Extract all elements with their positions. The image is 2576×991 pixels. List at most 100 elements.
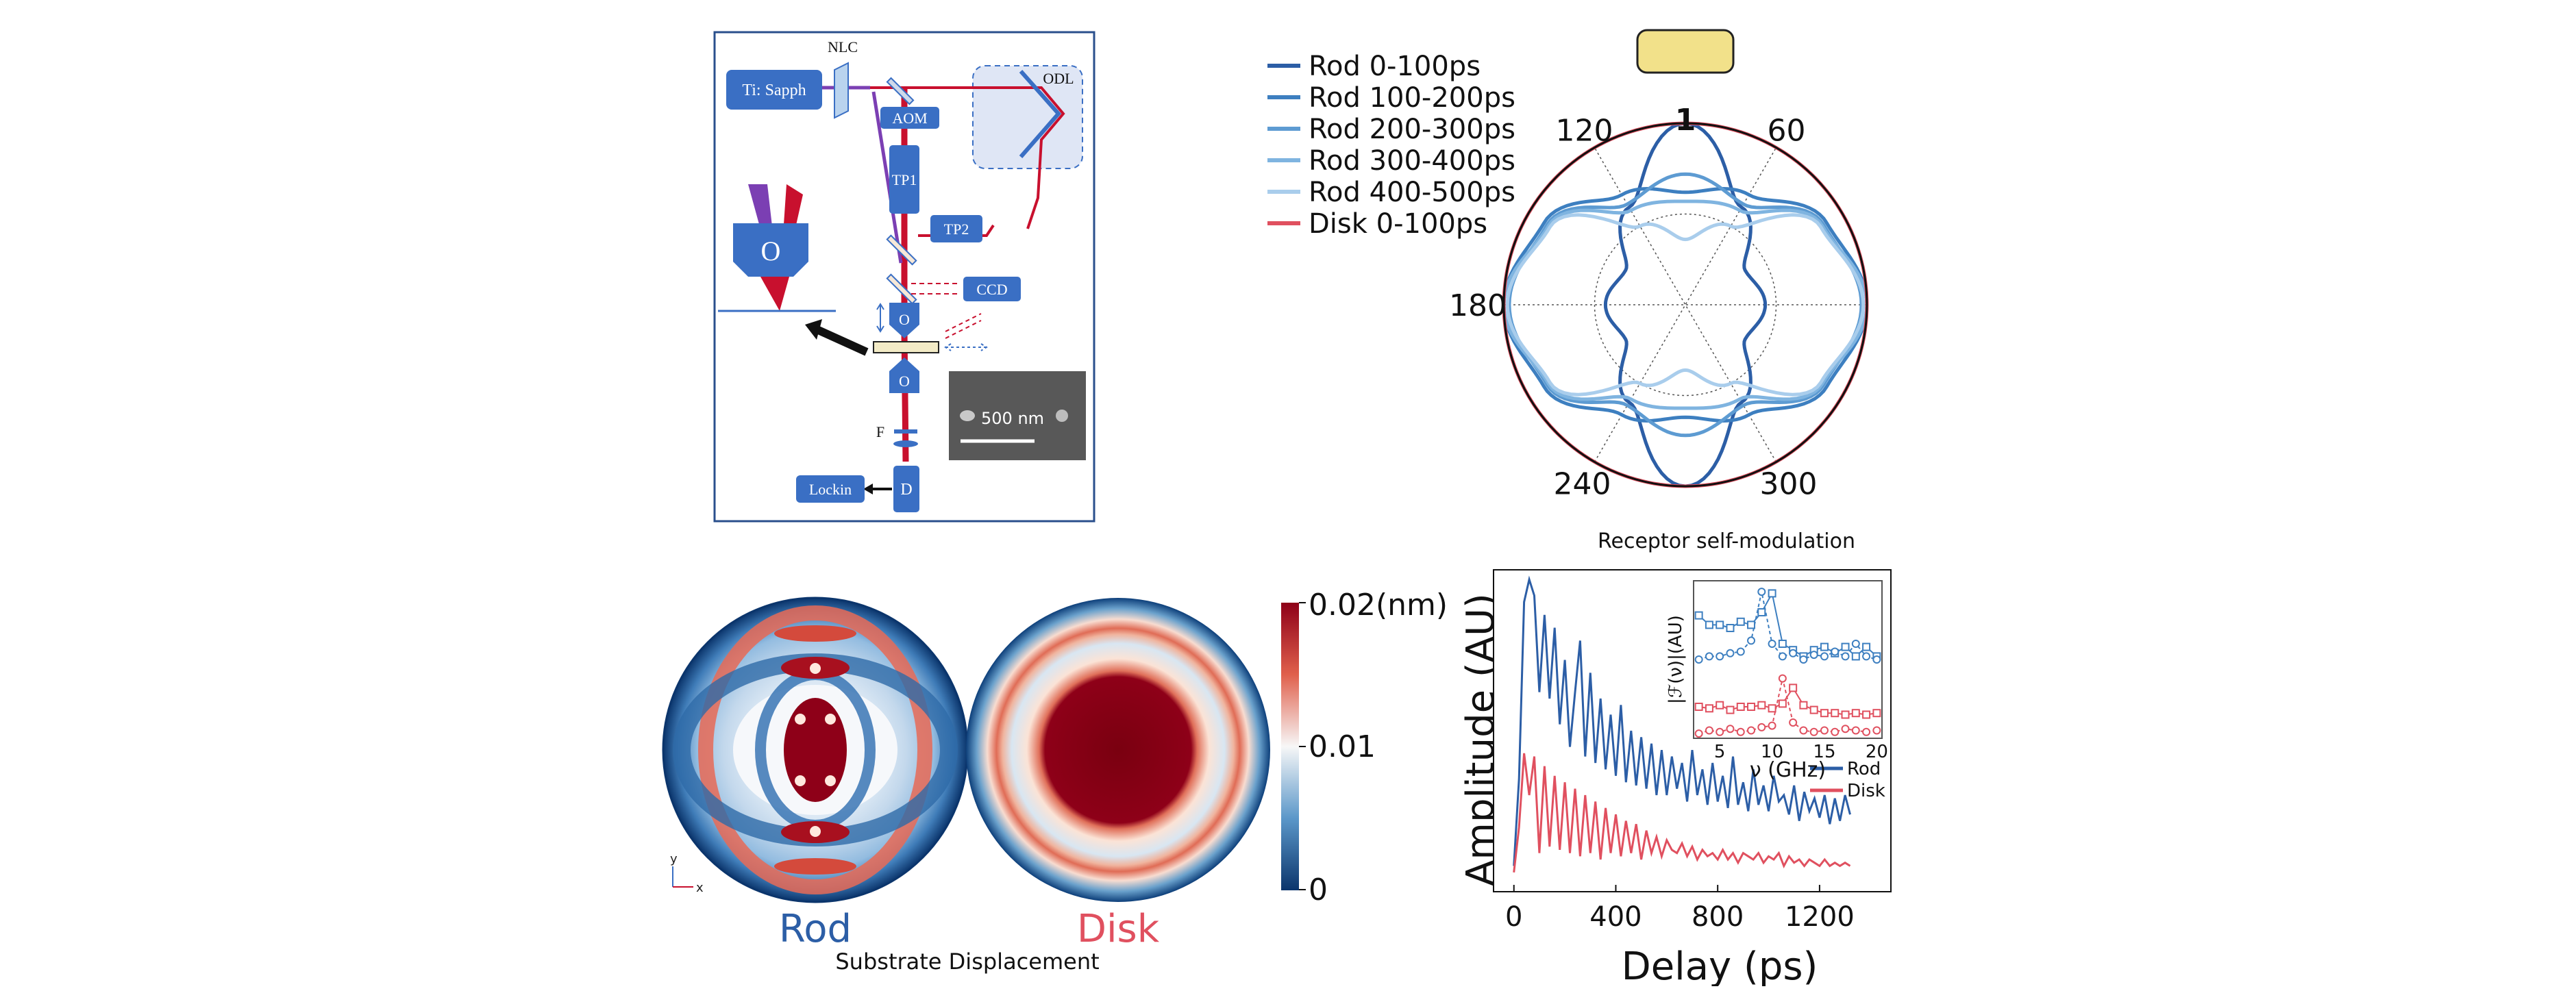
inset-point-disk-dashed-8: [1778, 674, 1787, 683]
inset-point-disk-solid-5: [1747, 703, 1756, 711]
inset-point-rod-dashed-2: [1716, 652, 1724, 661]
reflection-arrows: [945, 313, 982, 339]
setup-diagram: Ti: Sapph NLC AOM ODL TP1 TP2 CCD O O F …: [713, 31, 1095, 523]
filter: [894, 429, 917, 434]
inset-point-rod-solid-5: [1747, 620, 1756, 629]
lens: [893, 440, 918, 447]
polar-series-rod-0-100ps: [1603, 121, 1768, 488]
polar-angle-tick-120: 120: [1556, 114, 1613, 149]
inset-point-disk-solid-11: [1809, 705, 1818, 714]
axis-y-label: y: [670, 852, 678, 866]
polar-angle-tick-180: 180: [1449, 288, 1507, 323]
polar-angle-tick-240: 240: [1554, 467, 1611, 502]
rod-map: [663, 598, 967, 902]
xy-stage-arrow: [944, 343, 988, 351]
trace-series-rod: [1513, 575, 1851, 866]
inset-point-disk-solid-2: [1716, 701, 1724, 710]
nlc-label: NLC: [828, 38, 858, 55]
polar-grid-ring: [1594, 213, 1777, 397]
objective-lower-label: O: [899, 373, 910, 390]
inset-frame: [1693, 580, 1883, 739]
polar-top-badge: [1636, 29, 1735, 74]
colorbar: [1281, 603, 1299, 890]
inset-xtick-5: 5: [1714, 742, 1726, 762]
inset-xtick-10: 10: [1761, 742, 1783, 762]
legend-label-rod-100-200ps: Rod 100-200ps: [1309, 82, 1515, 114]
polar-series-rod-200-300ps: [1507, 172, 1863, 438]
trace-xtick-800: 800: [1692, 901, 1744, 933]
inset-point-rod-dashed-14: [1841, 652, 1850, 661]
inset-point-disk-dashed-5: [1747, 726, 1756, 735]
legend-label-disk-0-100ps: Disk 0-100ps: [1309, 208, 1487, 240]
colorbar-max: 0.02(nm): [1309, 588, 1448, 623]
inset-point-disk-solid-6: [1757, 701, 1766, 710]
inset-point-rod-dashed-12: [1820, 652, 1829, 661]
zoom-objective: [733, 223, 808, 277]
disk-map: [966, 598, 1270, 902]
odl-label: ODL: [1043, 70, 1074, 87]
inset-point-rod-dashed-9: [1789, 649, 1798, 657]
trace-xlabel: Delay (ps): [1622, 944, 1818, 986]
inset-point-disk-solid-1: [1705, 704, 1713, 713]
tp2-box: [930, 215, 982, 242]
objective-upper-label: O: [899, 311, 910, 328]
trace-xtick-400: 400: [1589, 901, 1642, 933]
xy-axis-indicator: y x: [670, 852, 704, 895]
legend-label-rod-0-100ps: Rod 0-100ps: [1309, 51, 1481, 82]
zoom-focus: [760, 277, 789, 311]
inset-point-disk-dashed-16: [1862, 727, 1871, 736]
zoom-arrow: [813, 325, 869, 356]
inset-point-rod-dashed-6: [1757, 588, 1766, 597]
lockin-box: [796, 475, 865, 503]
inset-point-disk-dashed-17: [1872, 726, 1881, 735]
inset-point-disk-solid-8: [1778, 699, 1787, 708]
retroreflector: [1019, 70, 1061, 158]
inset-point-rod-solid-15: [1851, 652, 1860, 661]
inset-point-disk-solid-7: [1768, 704, 1776, 713]
inset-point-rod-dashed-0: [1694, 655, 1703, 664]
legend-label-rod-400-500ps: Rod 400-500ps: [1309, 177, 1515, 208]
aom-box: [880, 107, 939, 129]
colorbar-min: 0: [1309, 873, 1328, 907]
inset-point-disk-dashed-1: [1705, 726, 1713, 735]
trace-xtick-0: 0: [1505, 901, 1522, 933]
inset-point-rod-solid-0: [1694, 611, 1703, 620]
tp1-box: [889, 145, 919, 214]
inset-point-disk-solid-4: [1736, 703, 1745, 711]
lockin-arrowhead: [863, 484, 873, 494]
inset-point-disk-solid-14: [1841, 710, 1850, 719]
objective-lower: [889, 357, 919, 393]
lockin-label: Lockin: [809, 481, 852, 498]
odl-region: [972, 65, 1083, 169]
inset-point-rod-solid-16: [1862, 642, 1871, 651]
nlc-crystal: [834, 62, 849, 119]
inset-point-rod-dashed-4: [1736, 647, 1745, 656]
inset-point-rod-solid-6: [1757, 608, 1766, 616]
inset-point-rod-solid-4: [1736, 617, 1745, 626]
polar-grid-spoke-60: [1594, 147, 1777, 462]
inset-point-disk-dashed-0: [1694, 729, 1703, 738]
inset-point-disk-solid-10: [1799, 701, 1808, 710]
inset-point-disk-dashed-15: [1851, 726, 1860, 735]
tisapph-label: Ti: Sapph: [742, 81, 806, 99]
inset-point-disk-solid-17: [1872, 709, 1881, 718]
inset-point-disk-dashed-13: [1831, 727, 1840, 736]
inset-point-rod-solid-12: [1820, 642, 1829, 651]
polar-outer-ring: [1502, 122, 1868, 488]
inset-point-rod-solid-8: [1778, 640, 1787, 648]
legend-label-rod-300-400ps: Rod 300-400ps: [1309, 145, 1515, 177]
inset-xtick-15: 15: [1813, 742, 1835, 762]
z-stage-arrow: [876, 303, 884, 333]
zoom-arrowhead: [805, 319, 822, 340]
sem-particle-2: [1056, 410, 1068, 422]
inset-point-disk-dashed-4: [1736, 727, 1745, 736]
inset-point-rod-dashed-17: [1872, 655, 1881, 664]
inset-ylabel: |ℱ(ν)|(AU): [1665, 615, 1686, 704]
zoom-objective-label: O: [761, 236, 781, 266]
pump-beam: [788, 86, 1065, 229]
polar-series-rod-400-500ps: [1505, 213, 1866, 397]
displacement-maps: y x Rod Disk Substrate Displacement 0.02…: [662, 588, 1448, 975]
beamsplitter-1: [886, 234, 917, 266]
inset-point-rod-dashed-11: [1809, 651, 1818, 660]
